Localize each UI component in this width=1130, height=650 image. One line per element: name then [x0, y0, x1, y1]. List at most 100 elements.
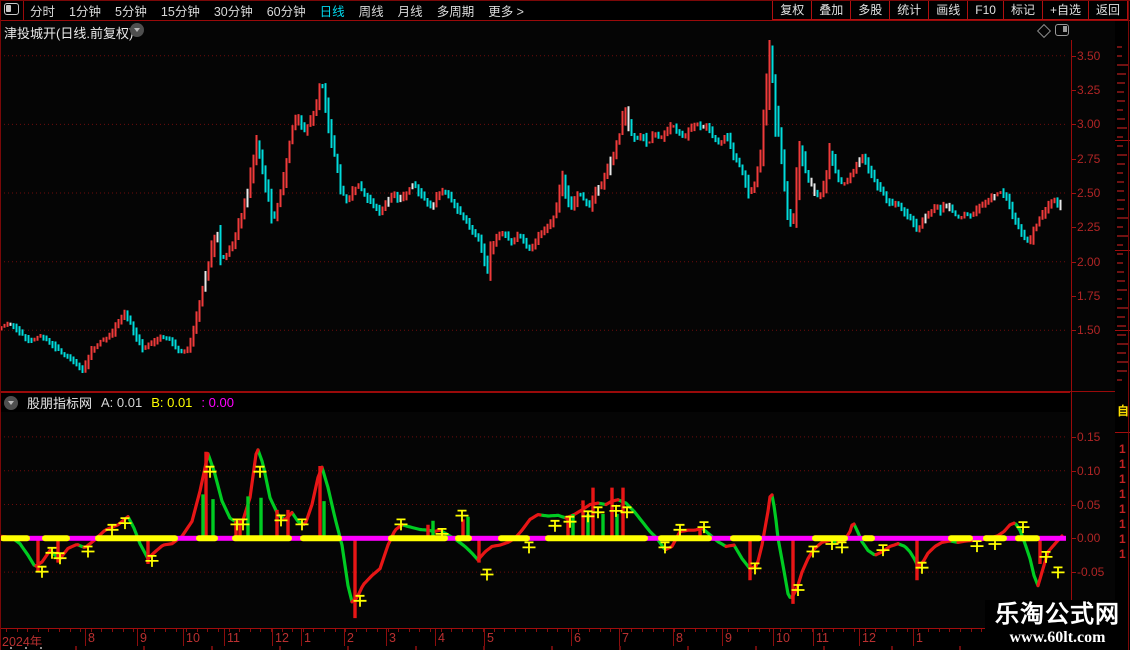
timeline-minor-tick	[101, 629, 103, 632]
overlay-button[interactable]: 叠加	[811, 0, 851, 20]
clipped-glyph-mark	[1117, 307, 1128, 309]
mark-button[interactable]: 标记	[1002, 0, 1042, 20]
indicator-header: 股朋指标网 A: 0.01 B: 0.01 : 0.00	[0, 392, 1070, 412]
tab-15min[interactable]: 15分钟	[160, 4, 200, 19]
clipped-glyph-mark	[1117, 127, 1127, 129]
indicator-chevron-icon[interactable]	[4, 395, 18, 410]
clipped-glyph-mark	[1117, 109, 1123, 111]
timeline-minor-tick	[48, 629, 50, 632]
price-axis-label: 2.00	[1077, 254, 1101, 269]
period-tabs: 分时 1分钟 5分钟 15分钟 30分钟 60分钟 日线 周线 月线 多周期 更…	[30, 0, 524, 20]
timeline-minor-tick	[387, 629, 389, 632]
timeline-minor-tick	[928, 629, 930, 632]
top-toolbar: 分时 1分钟 5分钟 15分钟 30分钟 60分钟 日线 周线 月线 多周期 更…	[0, 0, 1130, 21]
back-button[interactable]: 返回	[1087, 0, 1128, 20]
draw-line-button[interactable]: 画线	[928, 0, 968, 20]
timeline-minor-tick	[334, 629, 336, 632]
timeline-minor-tick	[832, 629, 834, 632]
strip-digit: 1	[1119, 457, 1126, 471]
f10-button[interactable]: F10	[967, 0, 1003, 20]
timeline-minor-tick	[811, 629, 813, 632]
month-label: 9	[140, 631, 147, 645]
clipped-glyph-mark	[1117, 64, 1128, 66]
strip-digit: 1	[1119, 532, 1126, 546]
month-label: 9	[725, 631, 732, 645]
neutral-candles	[9, 106, 1062, 326]
timeline-minor-tick	[779, 629, 781, 632]
clipped-glyph-mark	[1117, 136, 1123, 138]
timeline-minor-tick	[907, 629, 908, 632]
month-separator	[224, 629, 225, 646]
down-candles	[12, 45, 1059, 373]
clipped-glyph-mark	[1117, 235, 1128, 237]
zero-line	[0, 535, 1066, 541]
tab-more[interactable]: 更多 >	[488, 4, 524, 19]
add-favorite-button[interactable]: +自选	[1041, 0, 1088, 20]
tab-60min[interactable]: 60分钟	[266, 4, 306, 19]
timeline-minor-tick	[398, 629, 400, 632]
chevron-down-icon[interactable]	[130, 23, 144, 37]
clipped-glyph-mark	[1117, 334, 1126, 336]
indicator-axis-tick	[1071, 538, 1076, 540]
clipped-tab-mark	[279, 646, 281, 650]
strip-separator	[1115, 140, 1130, 141]
strip-separator	[1115, 432, 1130, 433]
month-separator	[344, 629, 345, 646]
month-separator	[913, 629, 914, 646]
tab-daily[interactable]: 日线	[319, 4, 345, 19]
tab-30min[interactable]: 30分钟	[213, 4, 253, 19]
timeline-minor-tick	[239, 629, 241, 632]
timeline-minor-tick	[218, 629, 219, 632]
timeline-minor-tick	[472, 629, 474, 632]
strip-highlight-tab[interactable]: 自	[1117, 404, 1130, 418]
timeline-minor-tick	[684, 629, 686, 632]
multi-stock-button[interactable]: 多股	[850, 0, 890, 20]
clipped-glyph-mark	[1117, 253, 1123, 255]
indicator-chart[interactable]	[0, 412, 1071, 628]
strip-digit: 1	[1119, 487, 1126, 501]
clipped-glyph-mark	[1117, 145, 1123, 147]
timeline-minor-tick	[196, 629, 198, 632]
timeline-minor-tick	[483, 629, 484, 632]
clipped-glyph-mark	[1117, 82, 1125, 84]
timeline-minor-tick	[249, 629, 251, 632]
price-axis-tick	[1071, 124, 1076, 126]
timeline-minor-tick	[695, 629, 696, 632]
clipped-glyph-mark	[1117, 46, 1122, 48]
timeline-minor-tick	[281, 629, 283, 632]
month-separator	[183, 629, 184, 646]
timeline-minor-tick	[186, 629, 188, 632]
timeline-minor-tick	[642, 629, 643, 632]
timeline-minor-tick	[271, 629, 272, 632]
timeline-minor-tick	[525, 629, 527, 632]
indicator-axis-tick	[1071, 470, 1076, 472]
clipped-glyph-mark	[1117, 100, 1125, 102]
statistics-button[interactable]: 统计	[889, 0, 929, 20]
indicator-name[interactable]: 股朋指标网	[27, 396, 93, 411]
clipped-glyph-mark	[1117, 370, 1127, 372]
clipped-glyph-mark	[1117, 361, 1128, 363]
timeline-minor-tick	[536, 629, 537, 632]
tab-fenshi[interactable]: 分时	[30, 4, 56, 19]
tab-5min[interactable]: 5分钟	[114, 4, 147, 19]
tab-weekly[interactable]: 周线	[358, 4, 384, 19]
candlestick-chart[interactable]	[0, 40, 1071, 392]
month-separator	[386, 629, 387, 646]
panel-toggle-icon[interactable]	[4, 3, 19, 15]
price-axis-label: 2.50	[1077, 186, 1101, 200]
month-separator	[722, 629, 723, 646]
timeline-minor-tick	[557, 629, 559, 632]
tab-1min[interactable]: 1分钟	[69, 4, 101, 19]
clipped-tab-mark	[211, 646, 213, 650]
indicator-axis-label: 0.00	[1077, 531, 1101, 546]
timeline-minor-tick	[514, 629, 516, 632]
window-layout-icon[interactable]	[1055, 24, 1069, 36]
timeline-minor-tick	[165, 629, 166, 632]
tab-monthly[interactable]: 月线	[397, 4, 423, 19]
tab-multi-period[interactable]: 多周期	[436, 4, 475, 19]
indicator-axis-label: 0.10	[1077, 463, 1101, 478]
clipped-tab-mark	[551, 646, 553, 650]
fuquan-button[interactable]: 复权	[772, 0, 812, 20]
diamond-icon[interactable]	[1036, 23, 1052, 39]
